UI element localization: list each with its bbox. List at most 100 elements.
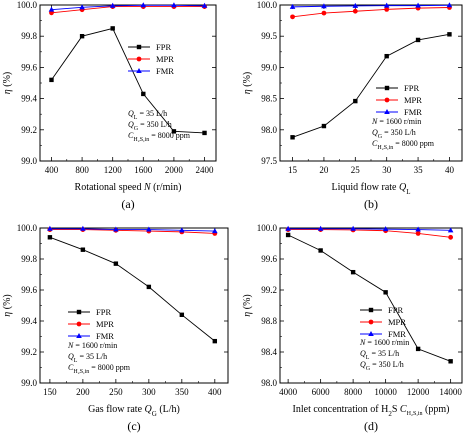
y-axis-label: η (%) xyxy=(2,72,13,94)
data-point-fpr xyxy=(415,346,421,352)
data-point-fpr xyxy=(80,247,86,252)
condition-text: QG = 350 L/h xyxy=(128,120,172,132)
data-point-fmr xyxy=(289,3,296,9)
chart-panel-2: 15 20 25 30 35 40 97.5 98.0 98.5 99.0 99.5 100.0 η (… xyxy=(242,0,463,211)
legend-label: MPR xyxy=(388,317,406,327)
legend-label: MPR xyxy=(96,319,114,329)
chart-panel-3: 150 200 250 300 350 400 99.0 99.2 99.4 99.6 99.8 10… xyxy=(2,223,229,433)
data-point-fpr xyxy=(113,261,119,266)
x-tick-label: 14000 xyxy=(439,387,462,397)
condition-text: N = 1600 r/min xyxy=(359,338,409,347)
data-point-fmr xyxy=(352,2,359,8)
legend-marker xyxy=(136,68,142,73)
y-axis-label: η (%) xyxy=(242,294,253,316)
x-tick-label: 4000 xyxy=(279,387,298,397)
x-tick-label: 40 xyxy=(445,165,455,175)
legend: FPR MPR FMR xyxy=(376,83,422,117)
x-tick-label: 1600 xyxy=(134,165,153,175)
y-tick-label: 99.5 xyxy=(261,31,277,41)
x-tick-label: 6000 xyxy=(312,387,331,397)
data-point-fpr xyxy=(47,235,53,240)
y-tick-label: 100.0 xyxy=(17,0,38,10)
y-tick-label: 98.0 xyxy=(261,378,277,388)
x-tick-label: 400 xyxy=(45,165,59,175)
data-point-mpr xyxy=(321,10,327,16)
series-fmr xyxy=(48,2,208,12)
data-point-fpr xyxy=(384,53,389,59)
x-tick-label: 12000 xyxy=(407,387,430,397)
data-point-fpr xyxy=(49,77,54,83)
data-point-fpr xyxy=(285,232,291,238)
condition-text: CH₂S,in = 8000 ppm xyxy=(372,139,435,151)
legend-label: FPR xyxy=(156,42,171,52)
data-point-fmr xyxy=(146,226,152,232)
legend-marker xyxy=(384,97,390,103)
data-point-fmr xyxy=(48,6,55,12)
data-point-mpr xyxy=(352,8,358,14)
legend-label: FMR xyxy=(404,107,422,117)
y-tick-label: 99.6 xyxy=(21,62,37,72)
data-point-fmr xyxy=(212,228,218,234)
legend-label: MPR xyxy=(156,54,174,64)
x-tick-label: 300 xyxy=(142,387,156,397)
data-point-fmr xyxy=(179,227,185,233)
series-line-fpr xyxy=(287,234,451,362)
data-point-fpr xyxy=(415,37,421,43)
data-point-fmr xyxy=(415,2,421,8)
x-axis-label: Inlet concentration of H2S CH₂S,in (ppm) xyxy=(293,404,450,418)
data-point-fpr xyxy=(290,135,295,140)
y-tick-label: 99.6 xyxy=(261,254,277,264)
data-point-fpr xyxy=(447,32,452,37)
data-point-fmr xyxy=(109,2,116,8)
x-tick-label: 2400 xyxy=(196,165,215,175)
legend-label: FMR xyxy=(388,329,406,339)
condition-text: CH₂S,in = 8000 ppm xyxy=(68,363,131,375)
condition-text: QG = 350 L/h xyxy=(372,128,416,140)
data-point-fpr xyxy=(353,98,358,104)
legend-marker xyxy=(368,307,374,313)
panel-label: (d) xyxy=(364,419,378,433)
plot-frame xyxy=(279,4,463,162)
series-line-mpr xyxy=(288,229,451,238)
x-tick-label: 8000 xyxy=(344,387,363,397)
data-point-fmr xyxy=(113,226,119,232)
legend-marker xyxy=(136,44,142,50)
data-point-fmr xyxy=(383,2,390,8)
y-tick-label: 100.0 xyxy=(17,223,38,233)
legend-marker xyxy=(76,309,82,315)
y-tick-label: 99.0 xyxy=(21,378,37,388)
data-point-mpr xyxy=(384,6,390,12)
series-fpr xyxy=(49,26,207,136)
series-mpr xyxy=(290,5,452,20)
x-tick-label: 400 xyxy=(208,387,222,397)
y-axis-label: η (%) xyxy=(242,72,253,94)
condition-text: QL = 35 L/h xyxy=(360,349,399,361)
y-axis-label: η (%) xyxy=(2,294,13,316)
data-point-fpr xyxy=(212,338,218,344)
data-point-fmr xyxy=(47,225,53,231)
data-point-fpr xyxy=(202,130,207,136)
data-point-fpr xyxy=(179,312,185,317)
data-point-fmr xyxy=(140,2,147,8)
condition-text: N = 1600 r/min xyxy=(371,117,421,126)
data-point-fpr xyxy=(321,123,327,129)
condition-text: QL = 35 L/h xyxy=(68,352,107,364)
series-line-fpr xyxy=(49,236,216,342)
data-point-fmr xyxy=(321,3,327,9)
y-tick-label: 98.8 xyxy=(261,316,277,326)
legend-label: MPR xyxy=(404,95,422,105)
x-axis-label: Rotational speed N (r/min) xyxy=(75,182,182,193)
x-tick-label: 35 xyxy=(414,165,424,175)
y-tick-label: 99.8 xyxy=(21,31,37,41)
y-tick-label: 98.5 xyxy=(261,94,277,104)
x-tick-label: 1200 xyxy=(104,165,123,175)
series-line-mpr xyxy=(292,7,450,18)
data-point-fmr xyxy=(382,226,389,232)
x-tick-label: 15 xyxy=(288,165,298,175)
y-tick-label: 99.8 xyxy=(21,254,37,264)
y-tick-label: 99.6 xyxy=(21,285,37,295)
condition-text: CH₂S,in = 8000 ppm xyxy=(128,131,191,143)
legend-marker xyxy=(368,331,374,336)
legend-marker xyxy=(384,85,390,91)
series-fpr xyxy=(290,32,452,140)
